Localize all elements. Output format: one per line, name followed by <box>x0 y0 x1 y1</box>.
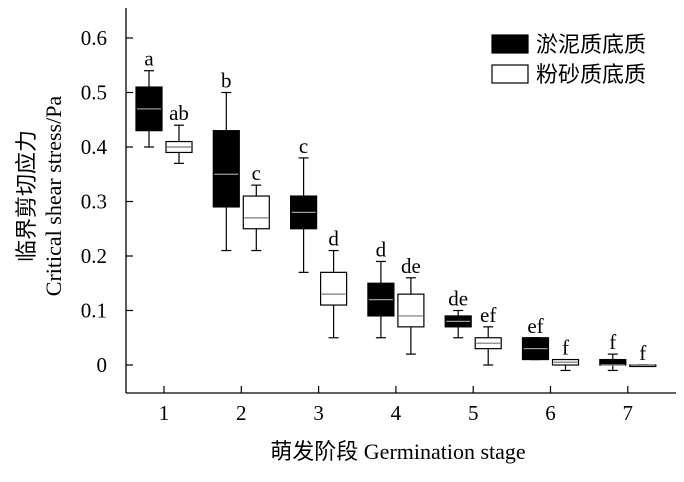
significance-label: ab <box>169 101 189 125</box>
x-tick-label: 7 <box>623 401 634 425</box>
y-tick-label: 0.3 <box>81 190 107 214</box>
y-axis-label-cn: 临界剪切应力 <box>14 130 39 262</box>
box-sand-stage-3: d <box>320 227 348 339</box>
box-silt-stage-1: a <box>135 47 163 148</box>
box-body <box>397 293 425 328</box>
box-silt-stage-7: f <box>599 330 627 372</box>
box-body <box>212 130 240 208</box>
box-body <box>320 271 348 306</box>
x-tick-label: 1 <box>159 401 170 425</box>
box-sand-stage-4: de <box>397 254 425 355</box>
box-sand-stage-5: ef <box>474 303 502 366</box>
legend-label-sand: 粉砂质底质 <box>536 62 646 87</box>
x-tick-label: 6 <box>545 401 556 425</box>
box-sand-stage-6: f <box>551 336 580 372</box>
significance-label: de <box>401 254 421 278</box>
y-tick-label: 0.5 <box>81 81 107 105</box>
x-tick-label: 3 <box>313 401 324 425</box>
box-body <box>242 195 270 230</box>
significance-label: d <box>376 237 387 261</box>
legend-label-silt: 淤泥质底质 <box>536 32 646 57</box>
box-body <box>599 358 627 366</box>
significance-label: c <box>299 134 308 158</box>
y-tick-label: 0.4 <box>81 135 108 159</box>
box-silt-stage-4: d <box>367 237 395 339</box>
x-tick-label: 2 <box>236 401 247 425</box>
x-tick-label: 4 <box>391 401 402 425</box>
significance-label: c <box>252 161 261 185</box>
significance-label: ef <box>527 314 543 338</box>
box-silt-stage-5: de <box>444 287 472 339</box>
significance-label: d <box>328 227 339 251</box>
box-silt-stage-6: ef <box>521 314 550 361</box>
significance-label: ef <box>480 303 496 327</box>
significance-label: f <box>639 341 646 365</box>
significance-label: a <box>144 47 154 71</box>
box-sand-stage-1: ab <box>165 101 193 164</box>
significance-label: de <box>448 287 468 311</box>
legend-swatch-sand <box>491 64 529 84</box>
box-silt-stage-3: c <box>290 134 318 273</box>
box-sand-stage-2: c <box>242 161 270 252</box>
box-silt-stage-2: b <box>212 69 240 252</box>
y-tick-label: 0.1 <box>81 299 107 323</box>
y-tick-label: 0 <box>97 353 108 377</box>
legend-swatch-silt <box>491 34 529 54</box>
significance-label: b <box>221 69 232 93</box>
x-axis-label: 萌发阶段 Germination stage <box>270 439 525 464</box>
y-tick-label: 0.6 <box>81 26 107 50</box>
y-tick-label: 0.2 <box>81 244 107 268</box>
y-axis-label-en: Critical shear stress/Pa <box>41 96 66 297</box>
x-tick-label: 5 <box>468 401 479 425</box>
box-sand-stage-7: f <box>629 341 657 368</box>
significance-label: f <box>609 330 616 354</box>
axes: 0 0.1 0.2 0.3 0.4 0.5 0.6 1 2 3 4 5 6 7 <box>81 8 676 425</box>
significance-label: f <box>562 336 569 360</box>
